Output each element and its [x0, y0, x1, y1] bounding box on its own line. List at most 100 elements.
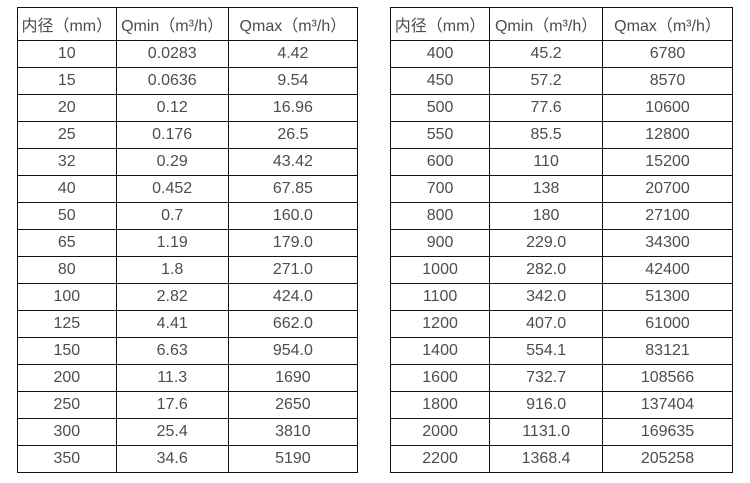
- table-cell: 450: [389, 67, 491, 95]
- table-cell: 1200: [389, 310, 491, 338]
- table-cell: 0.29: [115, 148, 229, 176]
- table-cell: 108566: [602, 364, 733, 392]
- table-cell: 15200: [602, 148, 733, 176]
- table-cell: 6780: [602, 40, 733, 68]
- table-cell: 8570: [602, 67, 733, 95]
- table-cell: 77.6: [489, 94, 604, 122]
- table-cell: 150: [17, 337, 117, 365]
- flow-spec-table-large-diameters: 内径（mm） Qmin（m³/h） Qmax（m³/h） 400 45.2 6780…: [389, 7, 733, 473]
- table-cell: 954.0: [227, 337, 359, 365]
- table-row: 1000 282.0 42400: [389, 256, 733, 284]
- table-cell: 3810: [227, 418, 359, 446]
- table-cell: 43.42: [227, 148, 359, 176]
- table-row: 32 0.29 43.42: [17, 148, 359, 176]
- table-cell: 61000: [602, 310, 733, 338]
- table-cell: 179.0: [227, 229, 359, 257]
- table-cell: 1400: [389, 337, 491, 365]
- table-header-row: 内径（mm） Qmin（m³/h） Qmax（m³/h）: [17, 7, 359, 41]
- table-cell: 350: [17, 445, 117, 473]
- table-row: 1400 554.1 83121: [389, 337, 733, 365]
- table-cell: 2.82: [115, 283, 229, 311]
- table-row: 100 2.82 424.0: [17, 283, 359, 311]
- table-row: 1200 407.0 61000: [389, 310, 733, 338]
- table-body-large-diameters: 400 45.2 6780 450 57.2 8570 500 77.6 10600 550 85.…: [389, 40, 733, 473]
- table-cell: 900: [389, 229, 491, 257]
- table-row: 25 0.176 26.5: [17, 121, 359, 149]
- table-row: 200 11.3 1690: [17, 364, 359, 392]
- table-cell: 1100: [389, 283, 491, 311]
- table-row: 400 45.2 6780: [389, 40, 733, 68]
- table-cell: 26.5: [227, 121, 359, 149]
- table-cell: 4.41: [115, 310, 229, 338]
- table-row: 1100 342.0 51300: [389, 283, 733, 311]
- table-cell: 407.0: [489, 310, 604, 338]
- table-row: 350 34.6 5190: [17, 445, 359, 473]
- table-cell: 138: [489, 175, 604, 203]
- table-cell: 25.4: [115, 418, 229, 446]
- table-cell: 1368.4: [489, 445, 604, 473]
- table-cell: 15: [17, 67, 117, 95]
- table-cell: 42400: [602, 256, 733, 284]
- table-cell: 10: [17, 40, 117, 68]
- table-cell: 282.0: [489, 256, 604, 284]
- table-cell: 300: [17, 418, 117, 446]
- table-row: 150 6.63 954.0: [17, 337, 359, 365]
- table-cell: 137404: [602, 391, 733, 419]
- table-cell: 169635: [602, 418, 733, 446]
- table-cell: 25: [17, 121, 117, 149]
- table-row: 20 0.12 16.96: [17, 94, 359, 122]
- table-row: 800 180 27100: [389, 202, 733, 230]
- table-cell: 800: [389, 202, 491, 230]
- table-cell: 229.0: [489, 229, 604, 257]
- header-qmin: Qmin（m³/h）: [115, 7, 229, 41]
- table-cell: 0.7: [115, 202, 229, 230]
- table-cell: 1000: [389, 256, 491, 284]
- table-cell: 1600: [389, 364, 491, 392]
- table-cell: 20: [17, 94, 117, 122]
- header-inner-diameter: 内径（mm）: [17, 7, 117, 41]
- table-cell: 500: [389, 94, 491, 122]
- table-cell: 1690: [227, 364, 359, 392]
- table-cell: 4.42: [227, 40, 359, 68]
- table-cell: 125: [17, 310, 117, 338]
- table-row: 15 0.0636 9.54: [17, 67, 359, 95]
- table-cell: 17.6: [115, 391, 229, 419]
- table-row: 40 0.452 67.85: [17, 175, 359, 203]
- table-cell: 1.19: [115, 229, 229, 257]
- header-qmin: Qmin（m³/h）: [489, 7, 604, 41]
- table-row: 900 229.0 34300: [389, 229, 733, 257]
- table-cell: 0.12: [115, 94, 229, 122]
- table-row: 65 1.19 179.0: [17, 229, 359, 257]
- table-row: 50 0.7 160.0: [17, 202, 359, 230]
- table-row: 125 4.41 662.0: [17, 310, 359, 338]
- table-cell: 700: [389, 175, 491, 203]
- table-cell: 45.2: [489, 40, 604, 68]
- table-cell: 83121: [602, 337, 733, 365]
- table-cell: 180: [489, 202, 604, 230]
- table-cell: 100: [17, 283, 117, 311]
- table-cell: 1800: [389, 391, 491, 419]
- table-cell: 80: [17, 256, 117, 284]
- table-cell: 20700: [602, 175, 733, 203]
- table-cell: 0.0283: [115, 40, 229, 68]
- table-row: 700 138 20700: [389, 175, 733, 203]
- table-cell: 424.0: [227, 283, 359, 311]
- table-cell: 160.0: [227, 202, 359, 230]
- table-cell: 200: [17, 364, 117, 392]
- table-cell: 600: [389, 148, 491, 176]
- table-cell: 0.452: [115, 175, 229, 203]
- table-row: 1800 916.0 137404: [389, 391, 733, 419]
- table-row: 2200 1368.4 205258: [389, 445, 733, 473]
- table-row: 2000 1131.0 169635: [389, 418, 733, 446]
- table-cell: 205258: [602, 445, 733, 473]
- table-cell: 50: [17, 202, 117, 230]
- table-cell: 2000: [389, 418, 491, 446]
- table-cell: 732.7: [489, 364, 604, 392]
- table-cell: 271.0: [227, 256, 359, 284]
- table-row: 500 77.6 10600: [389, 94, 733, 122]
- table-cell: 67.85: [227, 175, 359, 203]
- header-inner-diameter: 内径（mm）: [389, 7, 491, 41]
- table-cell: 27100: [602, 202, 733, 230]
- table-cell: 0.0636: [115, 67, 229, 95]
